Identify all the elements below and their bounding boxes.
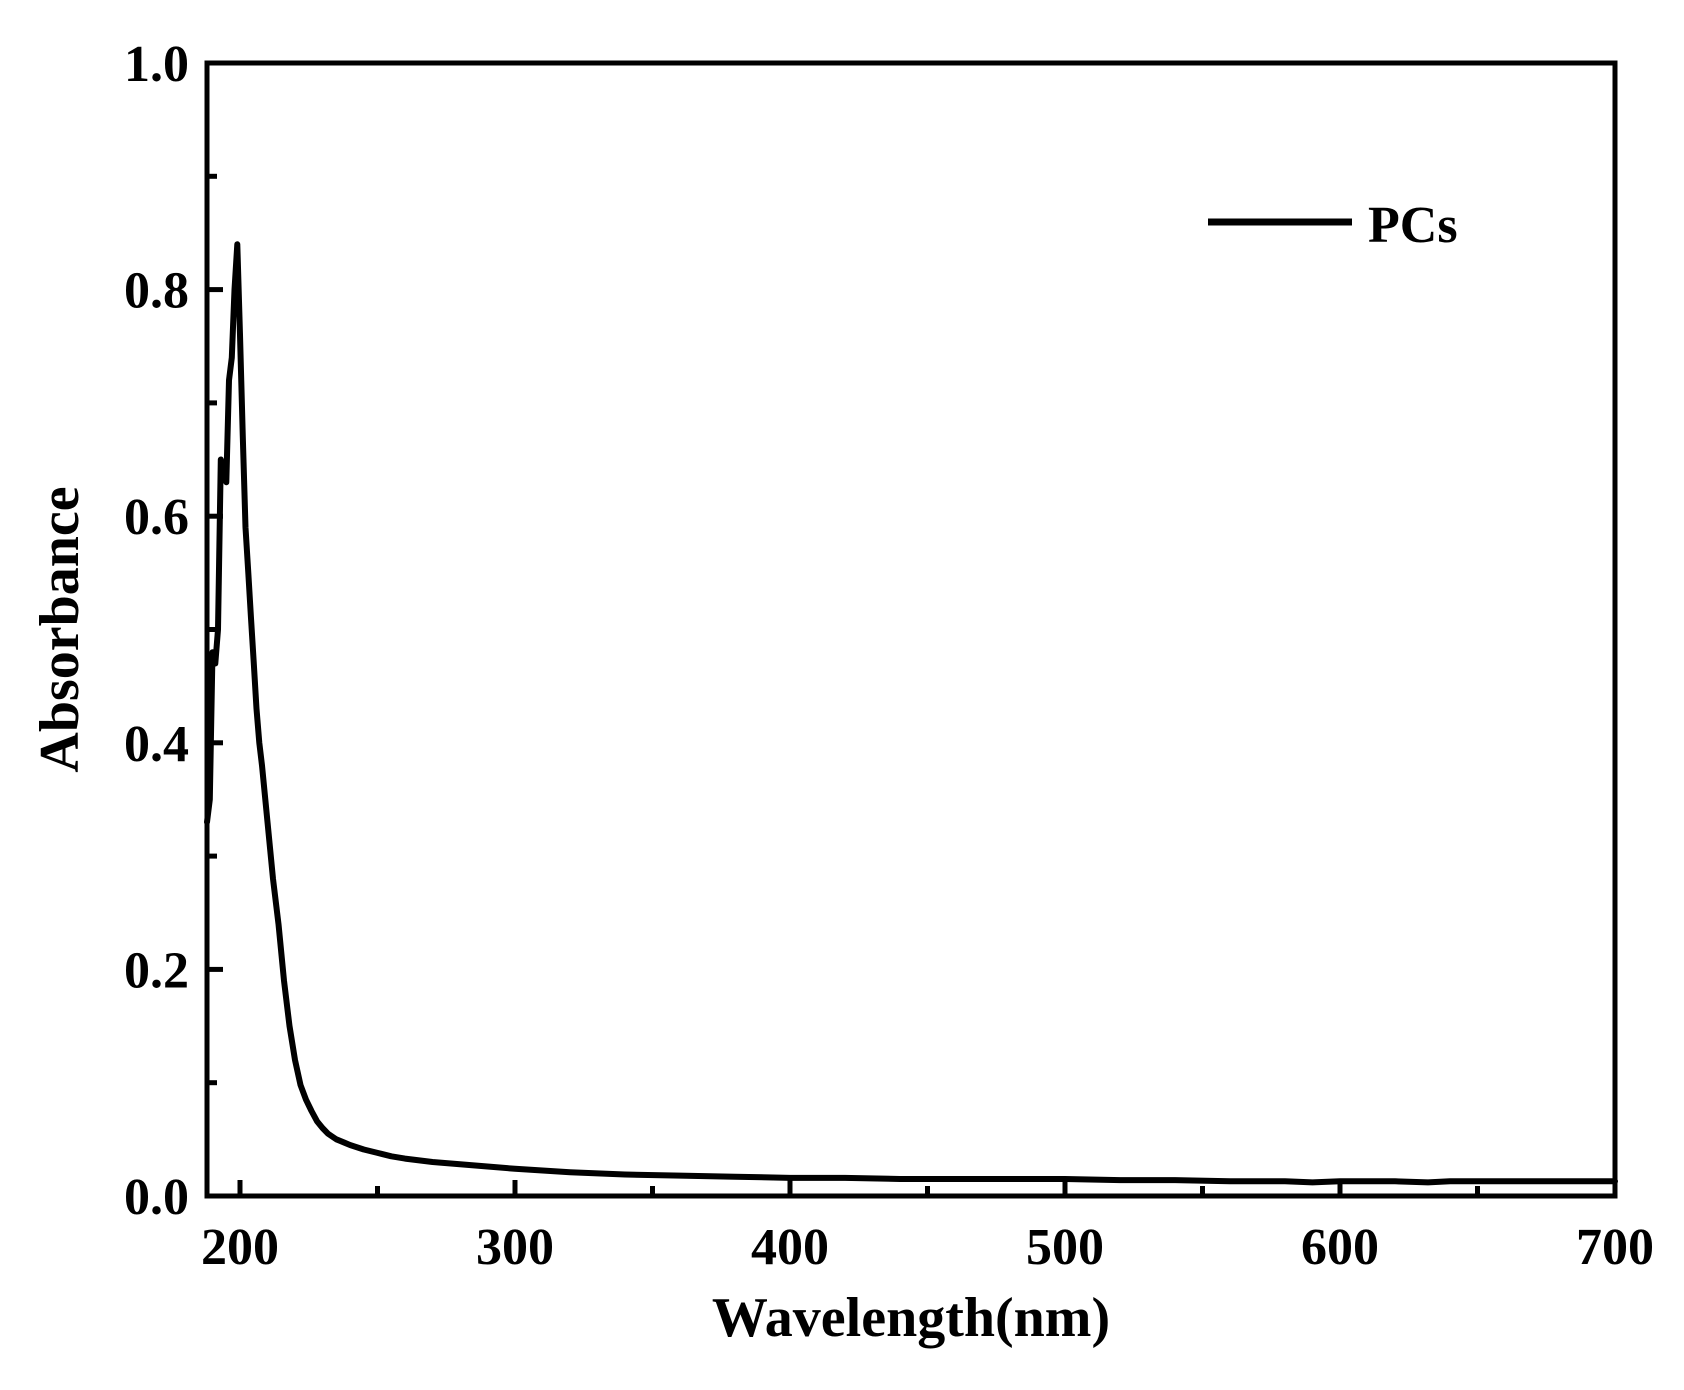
minor-ticks [207, 173, 1480, 1196]
series-layer [204, 241, 1618, 1186]
x-tick-label-500: 500 [1026, 1219, 1104, 1276]
y-tick-label-0.6: 0.6 [124, 489, 189, 546]
y-tick-label-0.0: 0.0 [124, 1169, 189, 1226]
y-tick-label-1.0: 1.0 [124, 36, 189, 93]
legend-label-pcs: PCs [1368, 197, 1458, 254]
x-tick-label-400: 400 [751, 1219, 829, 1276]
y-tick-label-0.8: 0.8 [124, 263, 189, 320]
y-tick-label-0.4: 0.4 [124, 716, 189, 773]
legend: PCs [1208, 197, 1458, 254]
y-tick-label-0.2: 0.2 [124, 942, 189, 999]
x-tick-label-200: 200 [201, 1219, 279, 1276]
x-tick-label-700: 700 [1576, 1219, 1654, 1276]
plot-frame [204, 60, 1618, 1199]
x-tick-labels: 200 300 400 500 600 700 [201, 1219, 1654, 1276]
y-tick-labels: 0.0 0.2 0.4 0.6 0.8 1.0 [124, 36, 189, 1226]
series-line-pcs [204, 241, 1618, 1186]
x-tick-label-300: 300 [476, 1219, 554, 1276]
y-axis-title: Absorbance [29, 486, 91, 772]
x-axis-title: Wavelength(nm) [712, 1287, 1110, 1349]
x-tick-label-600: 600 [1301, 1219, 1379, 1276]
